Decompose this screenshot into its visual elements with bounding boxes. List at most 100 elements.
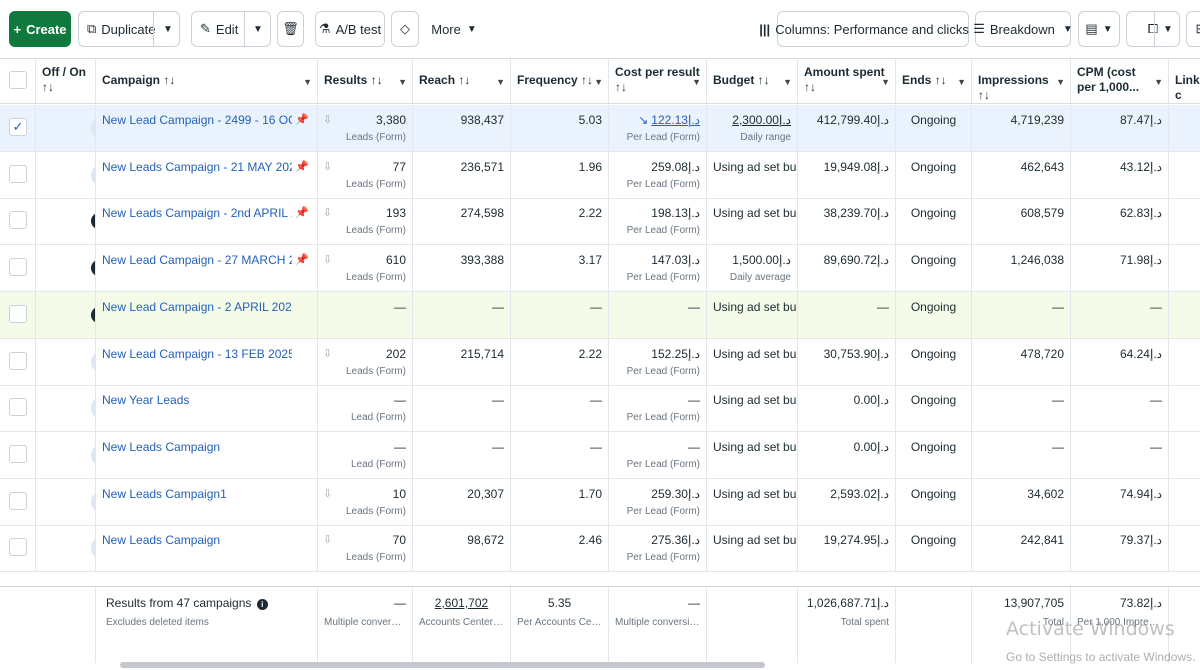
chevron-down-icon[interactable]: ▼ — [1163, 23, 1173, 35]
row-checkbox[interactable] — [9, 538, 27, 557]
header-cpm[interactable]: CPM (cost per 1,000... ▼ — [1071, 59, 1169, 103]
edit-button[interactable]: ✎ Edit ▼ — [191, 11, 271, 47]
pin-icon[interactable]: 📌 — [295, 207, 309, 220]
campaign-toggle[interactable] — [91, 257, 95, 280]
cpr-value: 259.08د.إ — [651, 159, 700, 174]
campaign-name-link[interactable]: New Lead Campaign - 27 MARCH 2025 — [102, 253, 292, 268]
campaign-toggle[interactable] — [91, 397, 95, 420]
campaign-name-link[interactable]: New Lead Campaign - 2 APRIL 2025 — [102, 299, 292, 314]
chevron-down-icon[interactable]: ▼ — [692, 77, 701, 87]
campaign-toggle[interactable] — [91, 117, 95, 139]
row-checkbox[interactable]: ✓ — [9, 118, 27, 136]
header-amount-spent[interactable]: Amount spent ↑↓ ▼ — [798, 59, 896, 103]
chevron-down-icon[interactable]: ▼ — [783, 77, 792, 87]
campaign-toggle[interactable] — [91, 210, 95, 233]
table-row[interactable]: New Lead Campaign - 13 FEB 2025 ⇩ 202 Leads… — [0, 338, 1200, 386]
campaign-name-link[interactable]: New Leads Campaign - 21 MAY 2025 — [102, 159, 292, 174]
footer-budget — [707, 587, 798, 663]
reach-cell: 393,388 — [413, 245, 511, 292]
chevron-down-icon[interactable]: ▼ — [253, 23, 263, 35]
horizontal-scrollbar[interactable] — [120, 662, 765, 668]
table-row[interactable]: New Leads Campaign — Lead (Form) — — — Per Lea… — [0, 431, 1200, 479]
campaign-name-link[interactable]: New Leads Campaign — [102, 533, 221, 548]
table-row[interactable]: New Year Leads — Lead (Form) — — — Per Lead (F… — [0, 385, 1200, 433]
campaign-name-link[interactable]: New Lead Campaign - 2499 - 16 OCT 2025 — [102, 113, 292, 127]
pin-icon[interactable]: 📌 — [295, 160, 309, 173]
row-checkbox[interactable] — [9, 211, 27, 230]
chevron-down-icon[interactable]: ▼ — [163, 23, 173, 35]
link-clicks-cell — [1169, 152, 1200, 198]
table-row[interactable]: New Leads Campaign ⇩ 70 Leads (Form) 98,672 2… — [0, 525, 1200, 573]
delete-button[interactable]: 🗑 — [277, 11, 304, 47]
campaign-toggle[interactable] — [91, 303, 95, 326]
ab-test-button[interactable]: ⚗ A/B test — [315, 11, 385, 47]
campaign-name-link[interactable]: New Year Leads — [102, 393, 190, 408]
campaign-name-link[interactable]: New Leads Campaign - 2nd APRIL 2025 — [102, 206, 292, 221]
more-button[interactable]: More ▼ — [427, 11, 481, 47]
chevron-down-icon[interactable]: ▼ — [398, 77, 407, 87]
chevron-down-icon[interactable]: ▼ — [881, 77, 890, 87]
row-checkbox[interactable] — [9, 304, 27, 323]
download-icon: ⇩ — [323, 114, 333, 126]
budget-value: Using ad set bu... — [713, 393, 798, 408]
campaign-name-link[interactable]: New Leads Campaign1 — [102, 486, 227, 501]
header-campaign[interactable]: Campaign ↑↓ ▼ — [96, 59, 318, 103]
chevron-down-icon[interactable]: ▼ — [1154, 77, 1163, 87]
table-row[interactable]: New Leads Campaign - 21 MAY 2025 📌 ⇩ 77 Lead… — [0, 151, 1200, 199]
header-budget[interactable]: Budget ↑↓ ▼ — [707, 59, 798, 103]
plus-icon: + — [13, 21, 22, 37]
header-results[interactable]: Results ↑↓ ▼ — [318, 59, 413, 103]
campaign-toggle[interactable] — [91, 443, 95, 466]
campaign-cell: New Lead Campaign - 2499 - 16 OCT 2025📌 — [96, 105, 318, 151]
pin-icon[interactable]: 📌 — [295, 114, 309, 126]
sort-icon: ↑↓ — [757, 73, 770, 87]
spent-cell: — — [798, 291, 896, 338]
header-frequency[interactable]: Frequency ↑↓ ▼ — [511, 59, 609, 103]
campaign-toggle[interactable] — [91, 163, 95, 186]
header-ends[interactable]: Ends ↑↓ ▼ — [896, 59, 972, 103]
duplicate-button[interactable]: ⧉ Duplicate ▼ — [78, 11, 180, 47]
expand-button[interactable]: ⊟ — [1186, 11, 1200, 47]
header-offon[interactable]: Off / On ↑↓ — [36, 59, 96, 103]
row-checkbox[interactable] — [9, 351, 27, 370]
breakdown-button[interactable]: ☰ Breakdown ▼ — [973, 11, 1073, 47]
table-row[interactable]: New Lead Campaign - 27 MARCH 2025📌 ⇩ 610 Le… — [0, 245, 1200, 293]
reports-button[interactable]: ▤ ▼ — [1078, 11, 1120, 47]
header-link-clicks[interactable]: Link c — [1169, 59, 1200, 103]
row-checkbox[interactable] — [9, 398, 27, 417]
table-row[interactable]: New Leads Campaign - 2nd APRIL 2025📌 ⇩ 193… — [0, 198, 1200, 246]
chevron-down-icon[interactable]: ▼ — [957, 77, 966, 87]
ends-cell: Ongoing — [896, 198, 972, 245]
chevron-down-icon[interactable]: ▼ — [496, 77, 505, 87]
table-row[interactable]: New Leads Campaign1 ⇩ 10 Leads (Form) 20,307… — [0, 478, 1200, 526]
campaign-toggle[interactable] — [91, 350, 95, 373]
row-checkbox[interactable] — [9, 444, 27, 463]
table-row[interactable]: New Lead Campaign - 2 APRIL 2025 — — — — Usin… — [0, 291, 1200, 339]
info-icon[interactable]: i — [256, 599, 268, 610]
chevron-down-icon[interactable]: ▼ — [594, 77, 603, 87]
header-reach[interactable]: Reach ↑↓ ▼ — [413, 59, 511, 103]
chevron-down-icon[interactable]: ▼ — [303, 77, 312, 87]
tag-button[interactable]: ◇ — [391, 11, 419, 47]
budget-value[interactable]: 2,300.00د.إ — [732, 113, 791, 127]
campaign-name-link[interactable]: New Lead Campaign - 13 FEB 2025 — [102, 346, 292, 361]
ends-value: Ongoing — [910, 113, 957, 127]
export-button[interactable]: ⧠ ▼ — [1126, 11, 1180, 47]
table-row[interactable]: ✓ New Lead Campaign - 2499 - 16 OCT 2025📌… — [0, 105, 1200, 152]
campaign-toggle[interactable] — [91, 537, 95, 560]
columns-button[interactable]: ||| Columns: Performance and clicks ▼ — [759, 11, 987, 47]
pin-icon[interactable]: 📌 — [295, 254, 309, 267]
row-checkbox[interactable] — [9, 164, 27, 183]
budget-value: Using ad set bu... — [713, 533, 798, 548]
campaign-name-link[interactable]: New Leads Campaign — [102, 439, 221, 454]
create-button[interactable]: + Create — [9, 11, 71, 47]
select-all-checkbox[interactable] — [9, 71, 27, 89]
campaign-toggle[interactable] — [91, 490, 95, 513]
chevron-down-icon[interactable]: ▼ — [1056, 77, 1065, 87]
cpr-value[interactable]: 122.13د.إ — [651, 113, 700, 127]
header-cost-per-result[interactable]: Cost per result ↑↓ ▼ — [609, 59, 707, 103]
row-checkbox[interactable] — [9, 258, 27, 277]
row-checkbox[interactable] — [9, 491, 27, 510]
header-impressions[interactable]: Impressions ↑↓ ▼ — [972, 59, 1071, 103]
reach-value: 393,388 — [460, 253, 504, 268]
